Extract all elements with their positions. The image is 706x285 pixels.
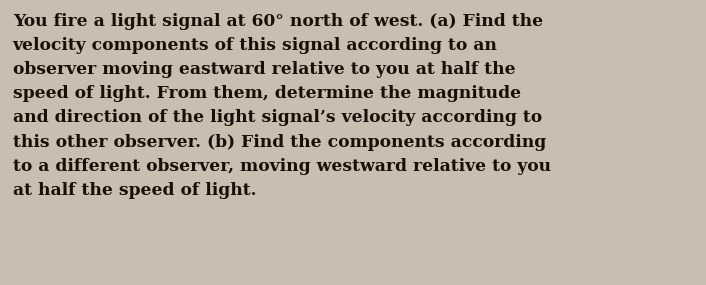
Text: You fire a light signal at 60° north of west. (a) Find the
velocity components o: You fire a light signal at 60° north of … <box>13 13 551 199</box>
